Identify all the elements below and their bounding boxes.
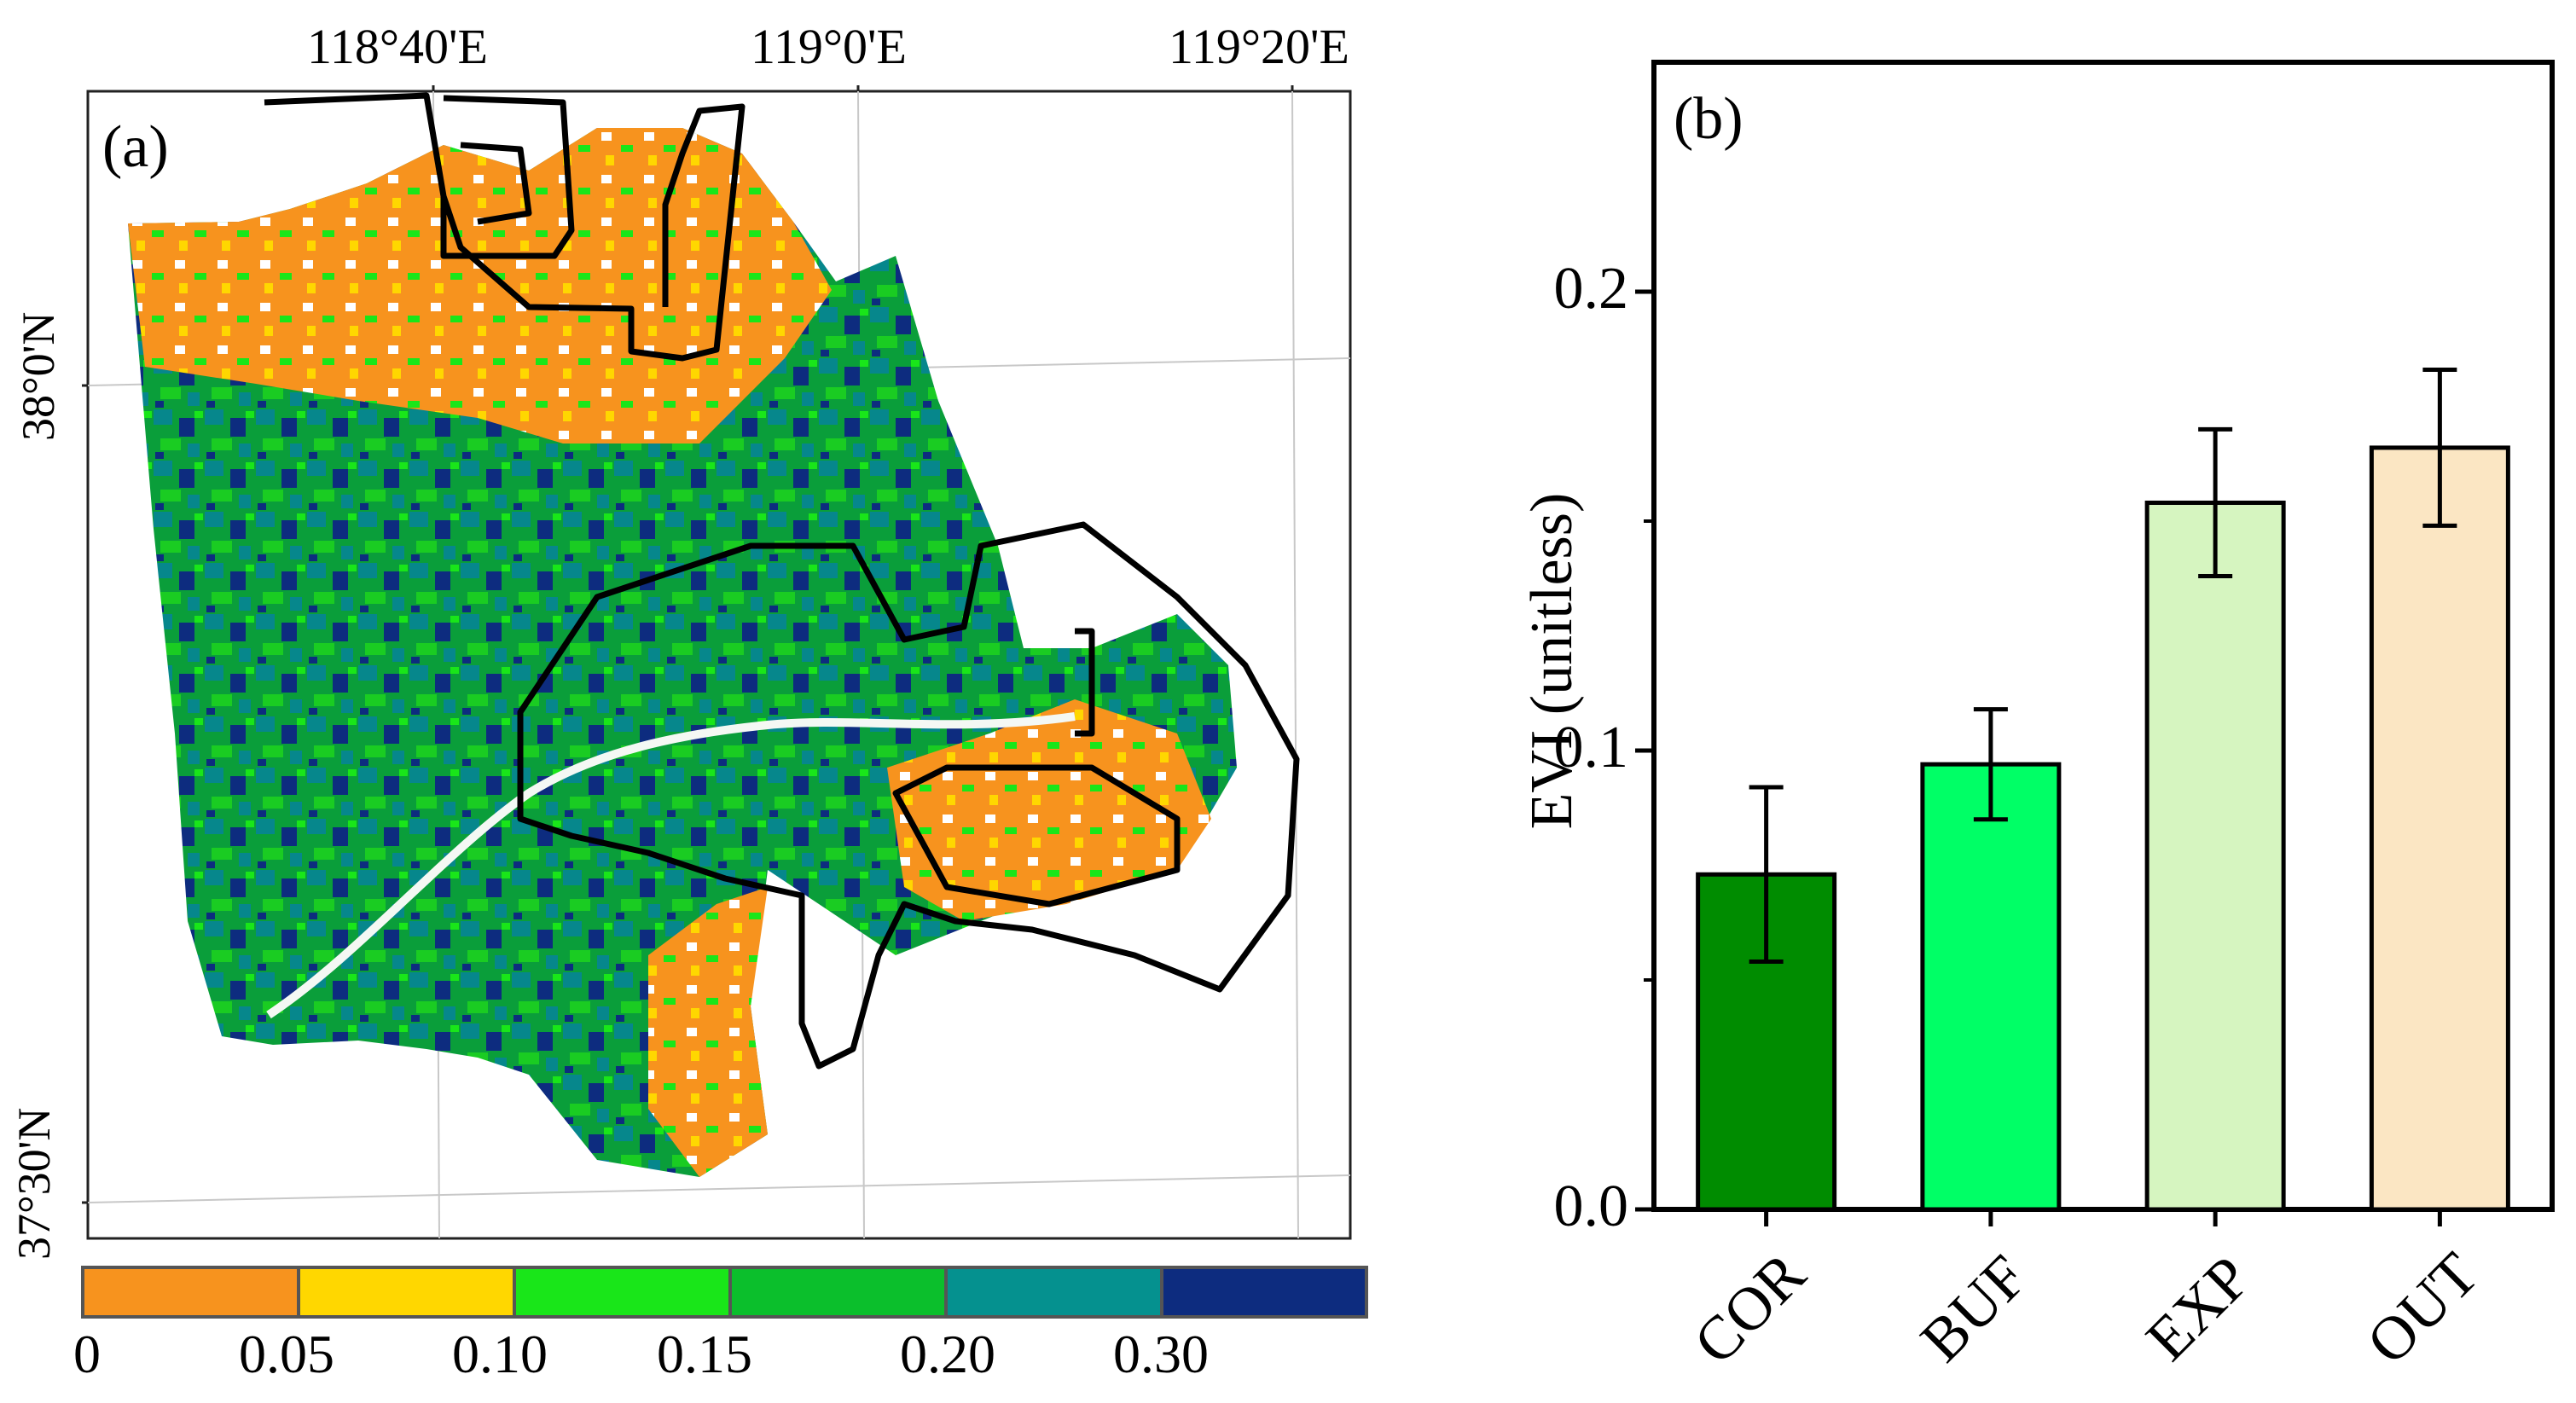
- legend-label: 0.30: [1113, 1324, 1209, 1384]
- urban-area-east: [887, 699, 1211, 921]
- legend-swatch: [728, 1266, 948, 1319]
- urban-area-south: [648, 887, 768, 1177]
- chart-frame: [1651, 60, 2555, 1212]
- bar-exp: [2144, 500, 2286, 1212]
- legend-swatch: [513, 1266, 732, 1319]
- legend-label: 0.10: [452, 1324, 548, 1384]
- lon-tick-label: 119°20'E: [1169, 19, 1349, 74]
- y-tick-label: 0.1: [1553, 715, 1629, 780]
- urban-area-north: [128, 128, 832, 444]
- panel-b-label: (b): [1674, 86, 1743, 152]
- y-tick-label: 0.0: [1553, 1174, 1629, 1239]
- study-boundaries: [264, 92, 1300, 1070]
- bar-chart: [1635, 60, 2555, 1226]
- lat-tick-label: 37°30'N: [9, 1107, 60, 1260]
- legend-label: 0.15: [657, 1324, 752, 1384]
- lon-tick-label: 119°0'E: [751, 19, 907, 74]
- legend-label: 0.05: [239, 1324, 334, 1384]
- legend-swatch: [1160, 1266, 1368, 1319]
- legend-swatch: [297, 1266, 516, 1319]
- legend-colorbar: [81, 1266, 1368, 1319]
- y-axis-label: EVI (unitless): [1519, 492, 1585, 830]
- lat-tick-label: 38°0'N: [13, 311, 64, 441]
- legend-label: 0: [73, 1324, 101, 1384]
- legend-swatch: [81, 1266, 300, 1319]
- legend-label: 0.20: [900, 1324, 995, 1384]
- legend-swatch: [944, 1266, 1163, 1319]
- map-panel: [81, 85, 1368, 1319]
- bar-out: [2369, 445, 2510, 1212]
- bar-buf: [1920, 762, 2062, 1212]
- panel-a-label: (a): [102, 114, 169, 180]
- y-tick-label: 0.2: [1553, 256, 1629, 322]
- lon-tick-label: 118°40'E: [307, 19, 488, 74]
- river: [266, 712, 1076, 1019]
